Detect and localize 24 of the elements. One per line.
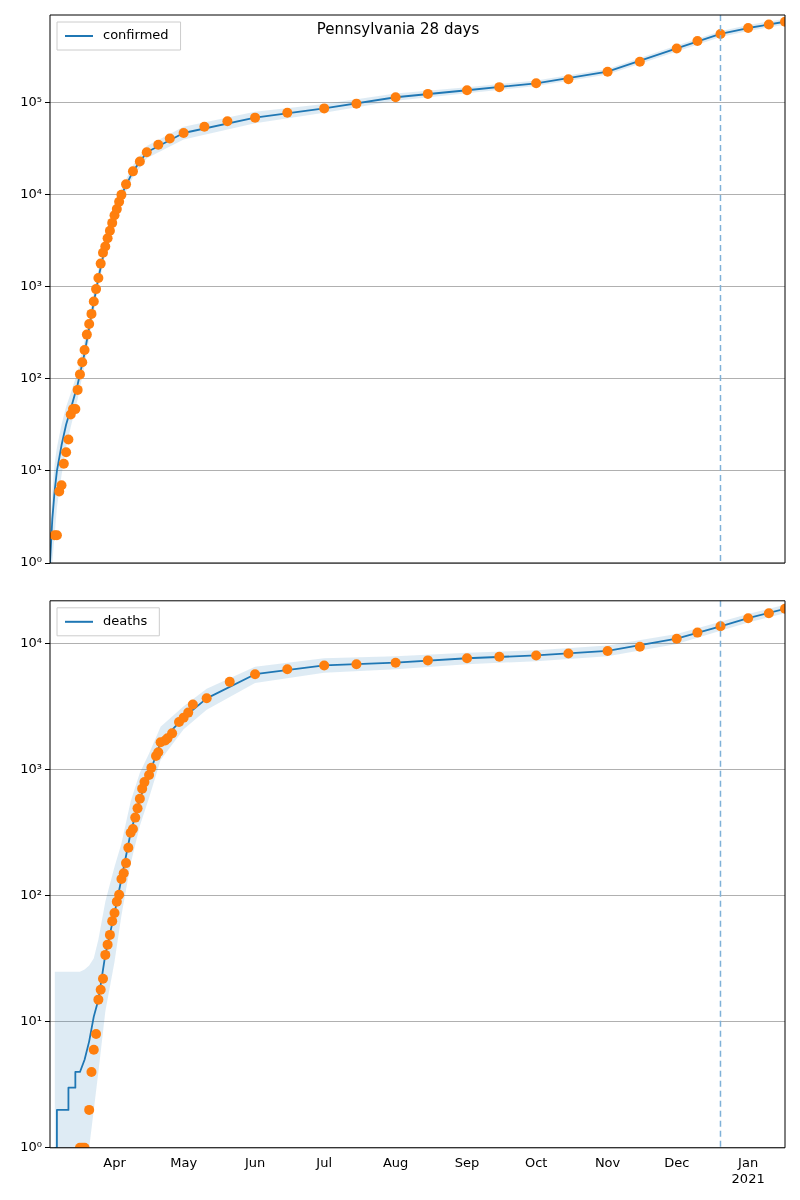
x-tick-label: Dec bbox=[664, 1154, 690, 1170]
x-tick-label: May bbox=[170, 1154, 198, 1170]
text: Pennsylvania 28 days bbox=[316, 20, 480, 39]
x-tick-label: Jan 2021 bbox=[731, 1154, 765, 1186]
y-tick-label: 10³ bbox=[20, 761, 42, 777]
y-tick-label: 10¹ bbox=[20, 1013, 42, 1029]
x-tick-label: Jul bbox=[315, 1154, 333, 1170]
legend-label: deaths bbox=[103, 613, 148, 629]
y-tick-label: 10⁵ bbox=[20, 94, 42, 110]
x-tick-label: Jun bbox=[243, 1154, 266, 1170]
y-tick-label: 10⁴ bbox=[20, 635, 42, 651]
x-tick-label: Oct bbox=[524, 1154, 548, 1170]
x-tick-label: Aug bbox=[382, 1154, 409, 1170]
y-tick-label: 10⁰ bbox=[20, 1139, 42, 1155]
x-tick-label: Sep bbox=[454, 1154, 480, 1170]
x-tick-label: Apr bbox=[103, 1154, 127, 1170]
y-tick-label: 10⁴ bbox=[20, 186, 42, 202]
y-tick-label: 10² bbox=[20, 370, 42, 386]
x-tick-label: Nov bbox=[594, 1154, 621, 1170]
y-tick-label: 10⁰ bbox=[20, 554, 42, 570]
y-tick-label: 10³ bbox=[20, 278, 42, 294]
y-tick-label: 10¹ bbox=[20, 462, 42, 478]
y-tick-label: 10² bbox=[20, 887, 42, 903]
legend-label: confirmed bbox=[103, 27, 169, 43]
